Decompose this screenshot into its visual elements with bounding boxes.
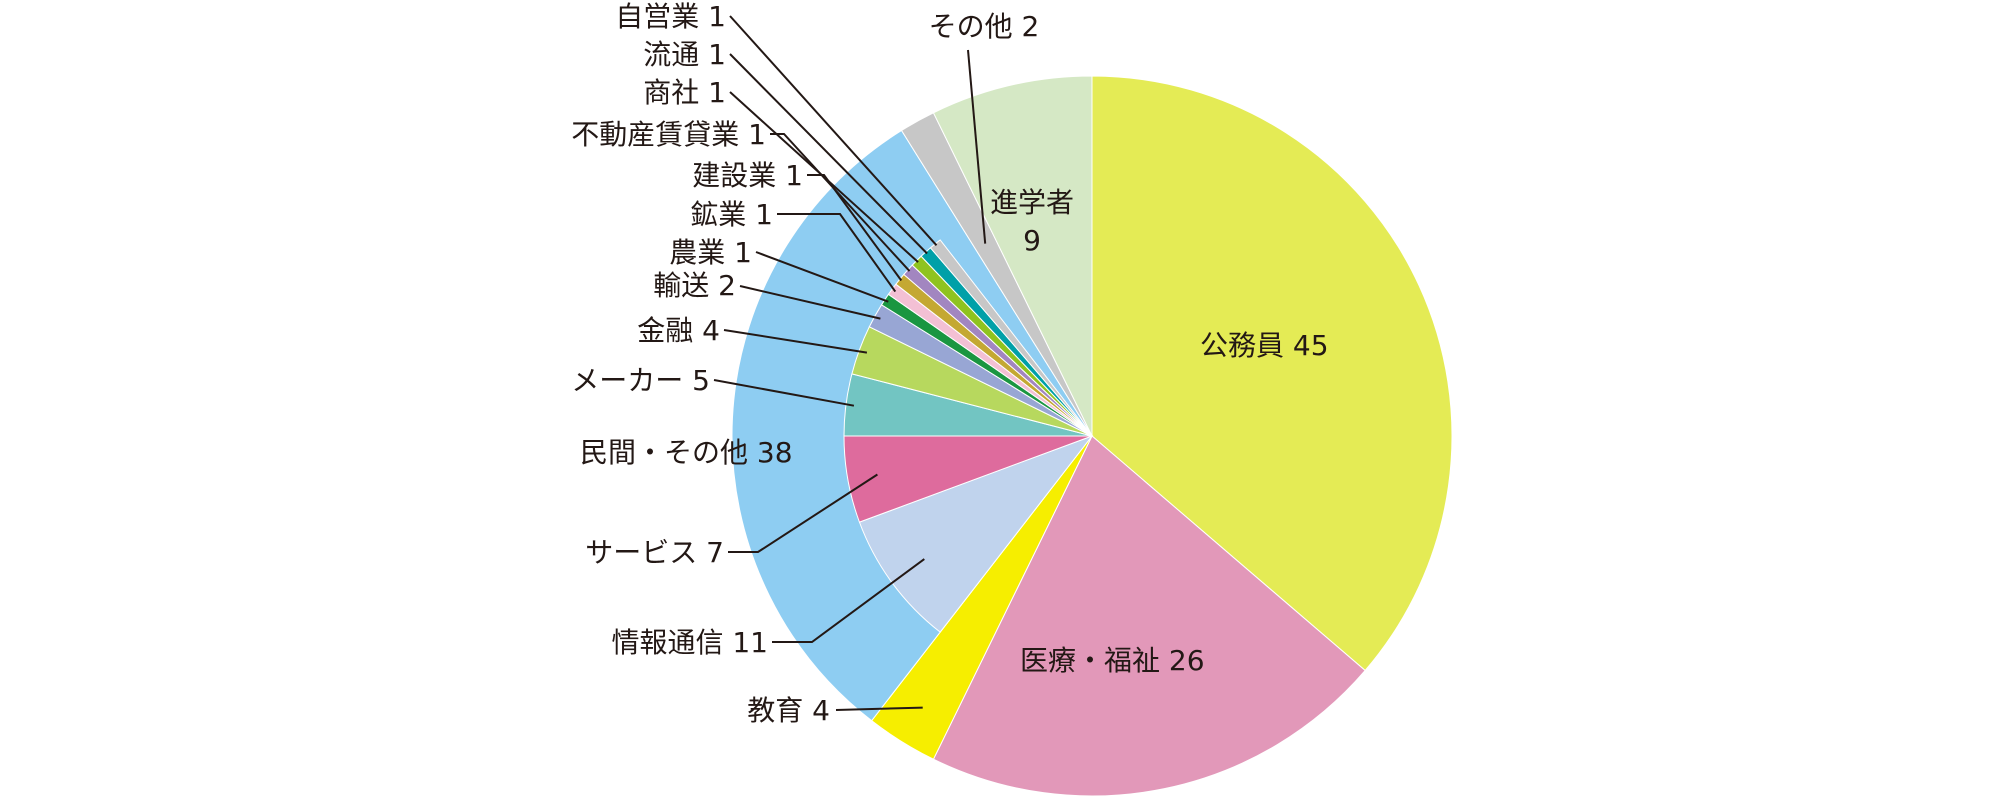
label-service: サービス 7 (585, 536, 724, 569)
label-minkan-sonota: 民間・その他 38 (580, 436, 793, 469)
pie-inner-slices (843, 239, 1094, 633)
leader-line-13 (967, 49, 987, 244)
leader-line-6 (755, 251, 889, 303)
label-kyouiku: 教育 4 (747, 694, 830, 727)
label-shingakusha: 進学者 (990, 186, 1074, 219)
leader-line-12 (729, 15, 938, 246)
leader-line-3 (713, 379, 855, 407)
label-kougyou: 鉱業 1 (690, 198, 773, 231)
label-shousha: 商社 1 (643, 76, 726, 109)
leader-line-11 (729, 53, 928, 255)
leader-line-9 (770, 133, 911, 272)
leader-line-1 (772, 558, 925, 643)
label-fudousan: 不動産賃貸業 1 (571, 118, 766, 151)
leader-line-4 (723, 329, 868, 354)
leader-line-10 (729, 91, 919, 263)
label-sonota: その他 2 (929, 10, 1040, 43)
label-kensetsugyou: 建設業 1 (692, 159, 803, 192)
leader-line-7 (777, 213, 897, 293)
label-shingakusha-value: 9 (1023, 224, 1041, 257)
pie-slice-5 (932, 75, 1093, 437)
label-ryuutsuu: 流通 1 (643, 38, 726, 71)
leader-line-0 (835, 706, 923, 711)
pie-slice-1 (932, 435, 1366, 797)
leader-line-2 (728, 473, 878, 553)
label-koumuin: 公務員 45 (1200, 329, 1329, 362)
label-iryou-fukushi: 医療・福祉 26 (1020, 644, 1205, 677)
leader-lines (713, 15, 987, 711)
label-kinyuu: 金融 4 (637, 314, 720, 347)
label-yusou: 輸送 2 (653, 269, 736, 302)
leader-line-8 (807, 174, 903, 282)
label-jouhou-tsuushin: 情報通信 11 (611, 626, 768, 659)
label-nougyou: 農業 1 (669, 236, 752, 269)
pie-slice-0 (1091, 75, 1453, 672)
label-jieigyou: 自営業 1 (615, 0, 726, 33)
label-maker: メーカー 5 (571, 364, 710, 397)
leader-line-5 (739, 285, 881, 320)
